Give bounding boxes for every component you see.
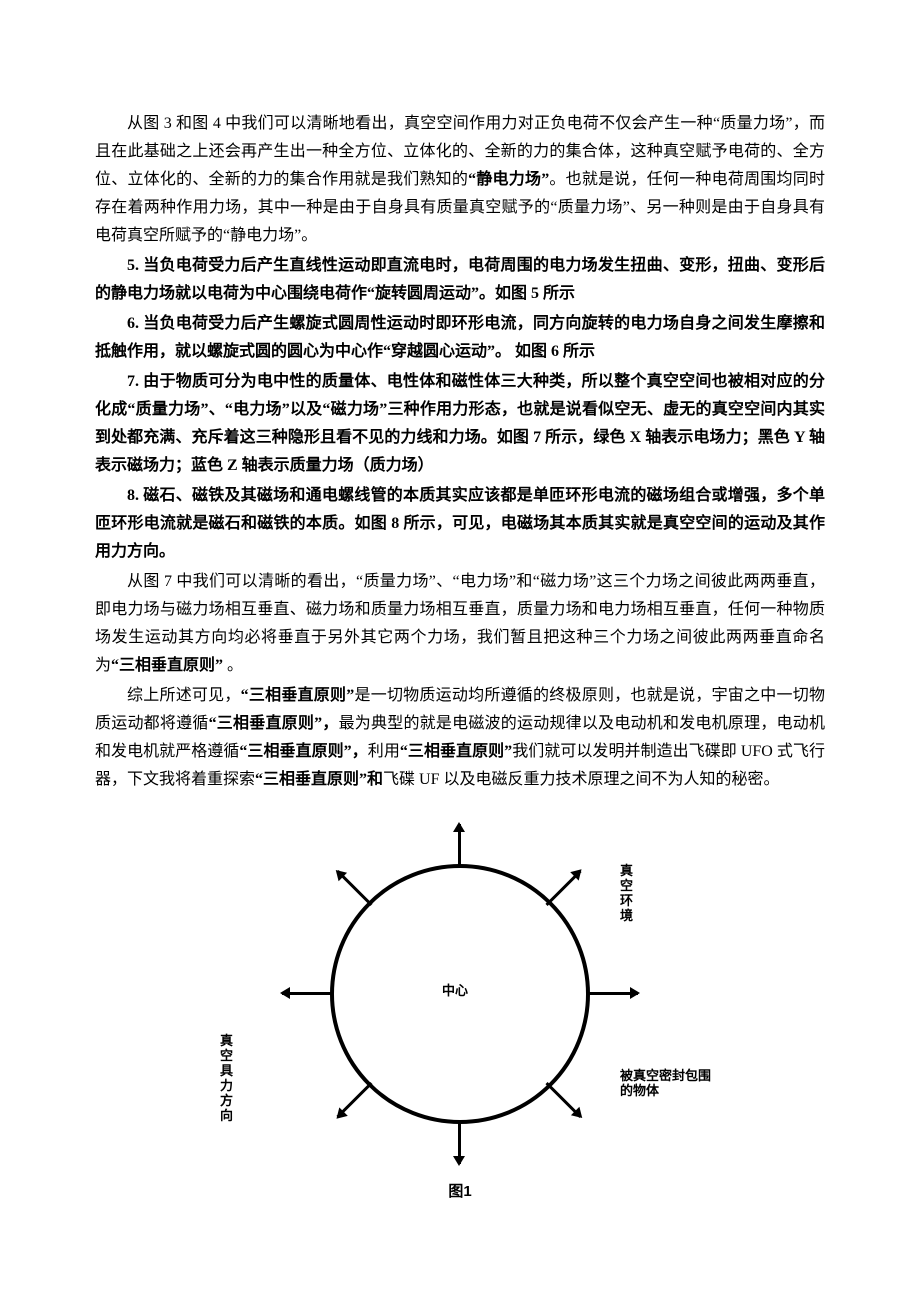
text-bold: “三相垂直原则”和 bbox=[255, 771, 383, 788]
arrow-up-icon bbox=[458, 824, 461, 866]
text-bold: “三相垂直原则” bbox=[111, 657, 223, 674]
paragraph-5: 8. 磁石、磁铁及其磁场和通电螺线管的本质其实应该都是单匝环形电流的磁场组合或增… bbox=[95, 482, 825, 566]
text-bold: “三相垂直原则” bbox=[241, 687, 355, 704]
text: 。 bbox=[223, 657, 243, 674]
text: 7. 由于物质可分为电中性的质量体、电性体和磁性体三大种类，所以整个真空空间也被… bbox=[95, 373, 825, 474]
text-bold: “三相垂直原则”， bbox=[209, 715, 339, 732]
text-bold: “三相垂直原则”， bbox=[239, 743, 367, 760]
text-bold: “静电力场” bbox=[468, 171, 549, 188]
figure-1-container: 中心 真空环境 被真空密封包围的物体 真空具力方向 图1 bbox=[95, 824, 825, 1204]
arrow-left-icon bbox=[282, 992, 332, 995]
paragraph-6: 从图 7 中我们可以清晰的看出，“质量力场”、“电力场”和“磁力场”这三个力场之… bbox=[95, 568, 825, 680]
label-southwest: 真空具力方向 bbox=[220, 1034, 238, 1124]
arrow-right-icon bbox=[588, 992, 638, 995]
label-center: 中心 bbox=[442, 984, 468, 999]
arrow-sw-icon bbox=[336, 1082, 372, 1118]
arrow-nw-icon bbox=[336, 870, 372, 906]
figure-1: 中心 真空环境 被真空密封包围的物体 真空具力方向 图1 bbox=[180, 824, 740, 1204]
paragraph-1: 从图 3 和图 4 中我们可以清晰地看出，真空空间作用力对正负电荷不仅会产生一种… bbox=[95, 110, 825, 250]
text-bold: “三相垂直原则” bbox=[400, 743, 512, 760]
paragraph-2: 5. 当负电荷受力后产生直线性运动即直流电时，电荷周围的电力场发生扭曲、变形，扭… bbox=[95, 252, 825, 308]
arrow-se-icon bbox=[545, 1082, 581, 1118]
arrow-down-icon bbox=[458, 1122, 461, 1164]
text: 飞碟 UF 以及电磁反重力技术原理之间不为人知的秘密。 bbox=[383, 771, 779, 788]
arrow-ne-icon bbox=[545, 870, 581, 906]
label-northeast: 真空环境 bbox=[620, 864, 638, 924]
paragraph-4-main: 7. 由于物质可分为电中性的质量体、电性体和磁性体三大种类，所以整个真空空间也被… bbox=[95, 368, 825, 480]
text: 综上所述可见， bbox=[127, 687, 241, 704]
text: 利用 bbox=[368, 743, 400, 760]
label-southeast: 被真空密封包围的物体 bbox=[620, 1069, 720, 1099]
paragraph-7: 综上所述可见，“三相垂直原则”是一切物质运动均所遵循的终极原则，也就是说，宇宙之… bbox=[95, 682, 825, 794]
figure-caption: 图1 bbox=[180, 1179, 740, 1205]
paragraph-3: 6. 当负电荷受力后产生螺旋式圆周性运动时即环形电流，同方向旋转的电力场自身之间… bbox=[95, 310, 825, 366]
